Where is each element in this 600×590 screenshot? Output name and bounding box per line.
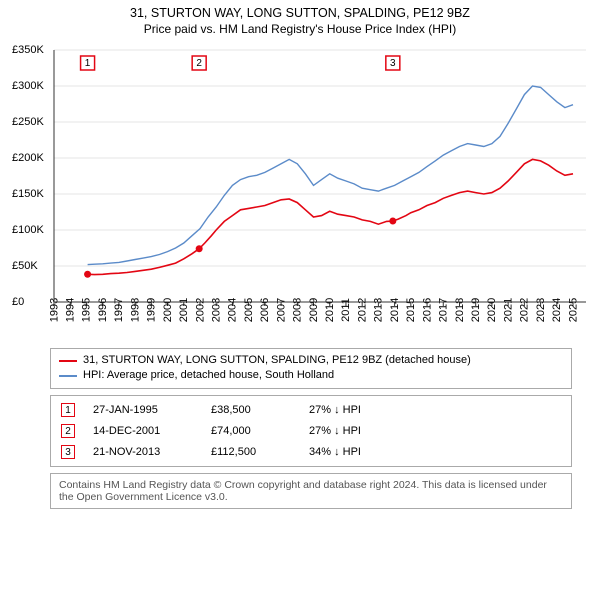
x-tick-label: 1999: [146, 298, 158, 322]
x-tick-label: 1997: [113, 298, 125, 322]
sales-table: 1 27-JAN-1995 £38,500 27% ↓ HPI 2 14-DEC-2001…: [50, 395, 572, 468]
x-tick-label: 2008: [292, 298, 304, 322]
sales-date: 14-DEC-2001: [93, 421, 193, 442]
x-tick-label: 2022: [519, 298, 531, 322]
x-tick-label: 2015: [405, 298, 417, 322]
x-tick-label: 2025: [567, 298, 579, 322]
sale-marker-label: 3: [390, 58, 396, 69]
legend-label: HPI: Average price, detached house, Sout…: [83, 368, 334, 383]
x-tick-label: 2009: [308, 298, 320, 322]
y-tick-label: £200K: [12, 152, 44, 164]
legend-row: 31, STURTON WAY, LONG SUTTON, SPALDING, …: [59, 353, 563, 368]
sales-price: £38,500: [211, 400, 291, 421]
x-tick-label: 1998: [129, 298, 141, 322]
x-tick-label: 2013: [373, 298, 385, 322]
x-tick-label: 2012: [356, 298, 368, 322]
sales-date: 21-NOV-2013: [93, 442, 193, 463]
sales-diff: 27% ↓ HPI: [309, 400, 361, 421]
sale-dot: [196, 245, 203, 252]
sales-row: 3 21-NOV-2013 £112,500 34% ↓ HPI: [59, 442, 563, 463]
line-chart: £0£50K£100K£150K£200K£250K£300K£350K1993…: [10, 42, 590, 342]
sales-marker: 1: [61, 403, 75, 417]
series-hpi: [88, 86, 573, 265]
x-tick-label: 1996: [97, 298, 109, 322]
series-property: [88, 159, 573, 274]
x-tick-label: 2017: [438, 298, 450, 322]
sale-dot: [84, 271, 91, 278]
x-tick-label: 1994: [65, 298, 77, 322]
sales-price: £112,500: [211, 442, 291, 463]
chart-subtitle: Price paid vs. HM Land Registry's House …: [10, 22, 590, 36]
y-tick-label: £300K: [12, 80, 44, 92]
x-tick-label: 2018: [454, 298, 466, 322]
sale-dot: [389, 218, 396, 225]
sales-row: 2 14-DEC-2001 £74,000 27% ↓ HPI: [59, 421, 563, 442]
x-tick-label: 2020: [486, 298, 498, 322]
x-tick-label: 2006: [259, 298, 271, 322]
x-tick-label: 2003: [210, 298, 222, 322]
y-tick-label: £50K: [12, 260, 38, 272]
x-tick-label: 1995: [81, 298, 93, 322]
x-tick-label: 2021: [502, 298, 514, 322]
y-tick-label: £350K: [12, 44, 44, 56]
sales-diff: 34% ↓ HPI: [309, 442, 361, 463]
x-tick-label: 2007: [275, 298, 287, 322]
y-tick-label: £100K: [12, 224, 44, 236]
y-tick-label: £250K: [12, 116, 44, 128]
x-tick-label: 2024: [551, 298, 563, 322]
legend: 31, STURTON WAY, LONG SUTTON, SPALDING, …: [50, 348, 572, 389]
x-tick-label: 2001: [178, 298, 190, 322]
sales-price: £74,000: [211, 421, 291, 442]
sales-date: 27-JAN-1995: [93, 400, 193, 421]
x-tick-label: 2019: [470, 298, 482, 322]
sales-row: 1 27-JAN-1995 £38,500 27% ↓ HPI: [59, 400, 563, 421]
x-tick-label: 2004: [227, 298, 239, 322]
sales-diff: 27% ↓ HPI: [309, 421, 361, 442]
x-tick-label: 2002: [194, 298, 206, 322]
x-tick-label: 2005: [243, 298, 255, 322]
y-tick-label: £150K: [12, 188, 44, 200]
x-tick-label: 2000: [162, 298, 174, 322]
x-tick-label: 2014: [389, 298, 401, 322]
sale-marker-label: 2: [196, 58, 202, 69]
x-tick-label: 2023: [535, 298, 547, 322]
legend-label: 31, STURTON WAY, LONG SUTTON, SPALDING, …: [83, 353, 471, 368]
license-text: Contains HM Land Registry data © Crown c…: [50, 473, 572, 509]
sale-marker-label: 1: [85, 58, 91, 69]
legend-swatch: [59, 360, 77, 362]
x-tick-label: 2010: [324, 298, 336, 322]
legend-row: HPI: Average price, detached house, Sout…: [59, 368, 563, 383]
chart-title: 31, STURTON WAY, LONG SUTTON, SPALDING, …: [10, 6, 590, 20]
y-tick-label: £0: [12, 296, 24, 308]
x-tick-label: 2016: [421, 298, 433, 322]
sales-marker: 3: [61, 445, 75, 459]
sales-marker: 2: [61, 424, 75, 438]
legend-swatch: [59, 375, 77, 377]
